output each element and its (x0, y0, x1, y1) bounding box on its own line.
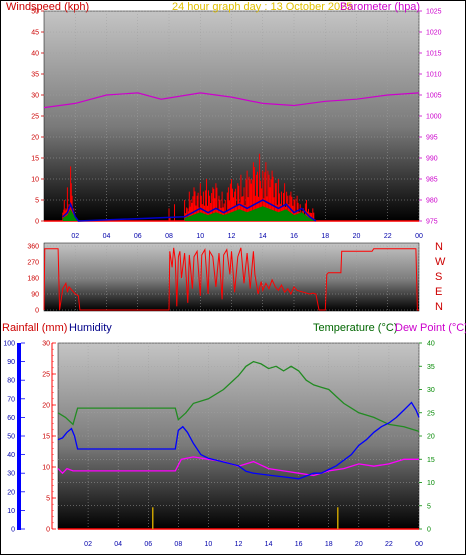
wind-average-fill (184, 206, 316, 221)
compass-label: E (435, 286, 442, 298)
baro-y-tick-label: 990 (426, 156, 438, 163)
wind-y-tick-label: 10 (31, 177, 39, 184)
temp-x-tick-label: 08 (174, 541, 182, 548)
humidity-axis-title: Humidity (69, 322, 112, 334)
direction-y-tick-label: 360 (27, 244, 39, 251)
humidity-y-tick-label: 70 (7, 396, 15, 403)
baro-y-tick-label: 975 (426, 219, 438, 226)
temp-x-tick-label: 22 (385, 541, 393, 548)
baro-y-tick-label: 1010 (426, 72, 442, 79)
wind-y-tick-label: 30 (31, 93, 39, 100)
humidity-y-tick-label: 50 (7, 434, 15, 441)
compass-label: W (435, 256, 446, 268)
wind-x-tick-label: 04 (103, 233, 111, 240)
temp-x-tick-label: 16 (295, 541, 303, 548)
windspeed-axis-title: Windspeed (kph) (6, 1, 89, 13)
dewpoint-axis-title: Dew Point (°C) (395, 322, 466, 334)
rain-y-tick-label: 10 (42, 465, 50, 472)
wind-y-tick-label: 50 (31, 9, 39, 16)
wind-y-tick-label: 0 (35, 219, 39, 226)
humidity-y-tick-label: 30 (7, 471, 15, 478)
wind-average-line (62, 199, 317, 222)
compass-label: N (435, 301, 443, 313)
temp-y-tick-label: 0 (427, 527, 431, 534)
baro-y-tick-label: 995 (426, 135, 438, 142)
baro-y-tick-label: 985 (426, 177, 438, 184)
wind-y-tick-label: 20 (31, 135, 39, 142)
baro-y-tick-label: 1020 (426, 30, 442, 37)
wind-y-tick-label: 35 (31, 72, 39, 79)
wind-y-tick-label: 40 (31, 51, 39, 58)
temp-y-tick-label: 10 (427, 480, 435, 487)
temp-x-tick-label: 02 (84, 541, 92, 548)
baro-y-tick-label: 980 (426, 198, 438, 205)
rain-y-tick-label: 5 (46, 496, 50, 503)
wind-x-tick-label: 02 (71, 233, 79, 240)
wind-direction-line (43, 247, 419, 311)
wind-x-tick-label: 12 (228, 233, 236, 240)
wind-x-tick-label: 18 (321, 233, 329, 240)
humidity-y-tick-label: 0 (11, 527, 15, 534)
temp-x-tick-label: 20 (355, 541, 363, 548)
wind-x-tick-label: 22 (384, 233, 392, 240)
compass-label: S (435, 271, 442, 283)
temp-x-tick-label: 00 (415, 541, 423, 548)
humidity-y-tick-label: 100 (3, 341, 15, 348)
humidity-line (57, 401, 420, 480)
temp-x-tick-label: 14 (265, 541, 273, 548)
rain-y-tick-label: 0 (46, 527, 50, 534)
temp-y-tick-label: 30 (427, 387, 435, 394)
wind-average-fill (62, 209, 79, 221)
humidity-y-tick-label: 20 (7, 489, 15, 496)
barometer-axis-title: Barometer (hpa) (340, 1, 420, 13)
wind-y-tick-label: 25 (31, 114, 39, 121)
temp-x-tick-label: 18 (325, 541, 333, 548)
graph-title: 24 hour graph day : 13 October 2025 (172, 1, 352, 13)
temp-y-tick-label: 5 (427, 503, 431, 510)
compass-label: N (435, 241, 443, 253)
baro-y-tick-label: 1005 (426, 93, 442, 100)
direction-y-tick-label: 270 (27, 260, 39, 267)
humidity-axis-bar (17, 343, 21, 530)
baro-y-tick-label: 1000 (426, 114, 442, 121)
wind-x-tick-label: 10 (196, 233, 204, 240)
temp-x-tick-label: 06 (144, 541, 152, 548)
temp-y-tick-label: 25 (427, 410, 435, 417)
temp-y-tick-label: 20 (427, 434, 435, 441)
humidity-y-tick-label: 60 (7, 415, 15, 422)
direction-y-tick-label: 90 (31, 292, 39, 299)
temp-y-tick-label: 35 (427, 364, 435, 371)
humidity-y-tick-label: 80 (7, 378, 15, 385)
temp-y-tick-label: 15 (427, 457, 435, 464)
direction-y-tick-label: 0 (35, 308, 39, 315)
wind-x-tick-label: 06 (134, 233, 142, 240)
humidity-y-tick-label: 10 (7, 508, 15, 515)
wind-x-tick-label: 20 (353, 233, 361, 240)
wind-x-tick-label: 16 (290, 233, 298, 240)
wind-x-tick-label: 14 (259, 233, 267, 240)
wind-y-tick-label: 5 (35, 198, 39, 205)
humidity-y-tick-label: 90 (7, 359, 15, 366)
baro-y-tick-label: 1015 (426, 51, 442, 58)
wind-y-tick-label: 45 (31, 30, 39, 37)
wind-y-tick-label: 15 (31, 156, 39, 163)
temp-y-tick-label: 40 (427, 341, 435, 348)
wind-x-tick-label: 00 (415, 233, 423, 240)
barometer-line (43, 92, 420, 109)
wind-x-tick-label: 08 (165, 233, 173, 240)
temperature-line (57, 360, 420, 433)
rain-y-tick-label: 30 (42, 341, 50, 348)
rain-y-tick-label: 25 (42, 372, 50, 379)
direction-y-tick-label: 180 (27, 276, 39, 283)
rain-y-tick-label: 15 (42, 434, 50, 441)
rainfall-axis-title: Rainfall (mm) (2, 322, 67, 334)
temperature-axis-title: Temperature (°C) (313, 322, 397, 334)
temp-x-tick-label: 10 (205, 541, 213, 548)
temp-x-tick-label: 12 (235, 541, 243, 548)
humidity-y-tick-label: 40 (7, 452, 15, 459)
temp-x-tick-label: 04 (114, 541, 122, 548)
rain-y-tick-label: 20 (42, 403, 50, 410)
baro-y-tick-label: 1025 (426, 9, 442, 16)
